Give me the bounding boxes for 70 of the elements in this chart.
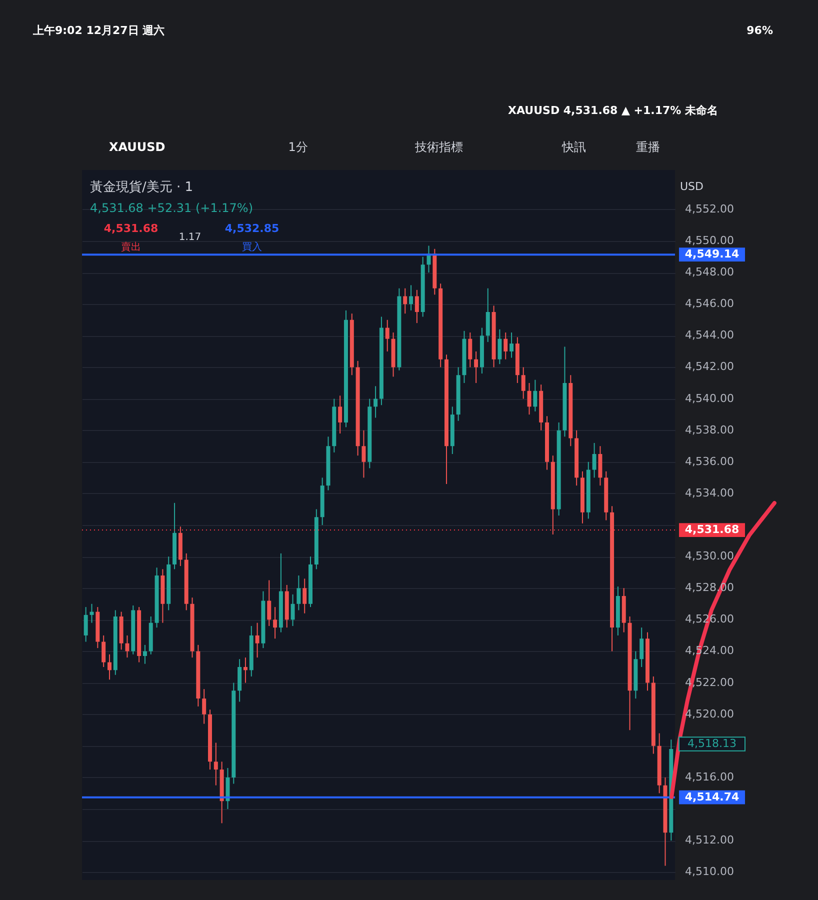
y-tick-label: 4,516.00	[685, 770, 734, 784]
y-tick-label: 4,544.00	[685, 328, 734, 342]
y-tick-label: 4,552.00	[685, 202, 734, 216]
annotation: 1.17	[178, 232, 202, 243]
text: 4,531.68 +52.31 (+1.17%)	[90, 201, 254, 215]
y-tick-label: 4,542.00	[685, 360, 734, 374]
candlestick	[474, 350, 478, 384]
ref-line-label: 4,531.68	[684, 523, 740, 536]
candlestick	[255, 622, 260, 658]
text: 技術指標	[414, 140, 463, 154]
candlestick	[504, 332, 508, 360]
candlestick	[374, 386, 378, 418]
candlestick	[214, 742, 218, 786]
text: XAUUSD 4,531.68 ▲ +1.17% 未命名	[508, 104, 718, 117]
y-tick-label: 4,530.00	[685, 550, 734, 563]
candlestick	[414, 289, 419, 324]
y-tick-label: 4,510.00	[685, 865, 734, 878]
candlestick	[385, 319, 390, 352]
candlestick	[521, 366, 526, 400]
candlestick	[468, 332, 472, 368]
candlestick	[510, 332, 514, 358]
candlestick	[498, 328, 502, 365]
candlestick	[107, 654, 112, 680]
y-tick-label: 4,538.00	[685, 423, 734, 436]
text: 上午9:02 12月27日 週六	[32, 24, 165, 37]
y-tick-label: 4,512.00	[685, 834, 734, 847]
candlestick	[338, 395, 342, 434]
candlestick	[125, 634, 130, 658]
candlestick	[403, 288, 408, 314]
y-tick-label: 4,550.00	[685, 234, 734, 247]
candlestick	[296, 574, 301, 611]
candlestick	[243, 657, 248, 684]
text: 1分	[288, 140, 308, 154]
candlestick	[533, 379, 538, 412]
candlestick	[238, 658, 242, 702]
candlestick	[592, 442, 596, 478]
text: 黃金現貨/美元 · 1	[90, 179, 194, 195]
text: 96%	[746, 24, 773, 37]
annotation: 4,531.68	[104, 222, 158, 235]
text: XAUUSD	[109, 140, 166, 154]
candlestick	[640, 627, 644, 668]
candlestick	[362, 430, 366, 478]
annotation: 賣出	[121, 241, 141, 253]
candlestick	[267, 580, 272, 626]
candlestick	[527, 382, 532, 416]
candlestick	[273, 606, 278, 640]
ref-line-label: 4,514.74	[684, 790, 740, 804]
text: 快訊	[561, 140, 586, 154]
candlestick	[142, 644, 147, 664]
ref-line-label: 4,549.14	[684, 248, 740, 261]
y-tick-label: 4,546.00	[685, 297, 734, 310]
text: 4,518.13	[688, 737, 736, 750]
y-tick-label: 4,540.00	[685, 392, 734, 405]
annotation: 4,532.85	[224, 222, 280, 235]
candlestick	[302, 578, 307, 614]
annotation: 買入	[242, 241, 262, 253]
candlestick	[409, 284, 414, 311]
candlestick	[486, 288, 490, 342]
y-tick-label: 4,536.00	[685, 454, 734, 468]
text: USD	[680, 180, 704, 193]
candlestick	[226, 767, 230, 810]
candlestick	[598, 446, 602, 486]
y-tick-label: 4,534.00	[685, 486, 734, 500]
candlestick	[84, 606, 88, 642]
text: 重播	[636, 140, 660, 154]
candlestick	[290, 594, 295, 626]
candlestick	[202, 688, 206, 724]
y-tick-label: 4,548.00	[685, 266, 734, 279]
candlestick	[90, 603, 94, 624]
candlestick	[102, 634, 106, 668]
